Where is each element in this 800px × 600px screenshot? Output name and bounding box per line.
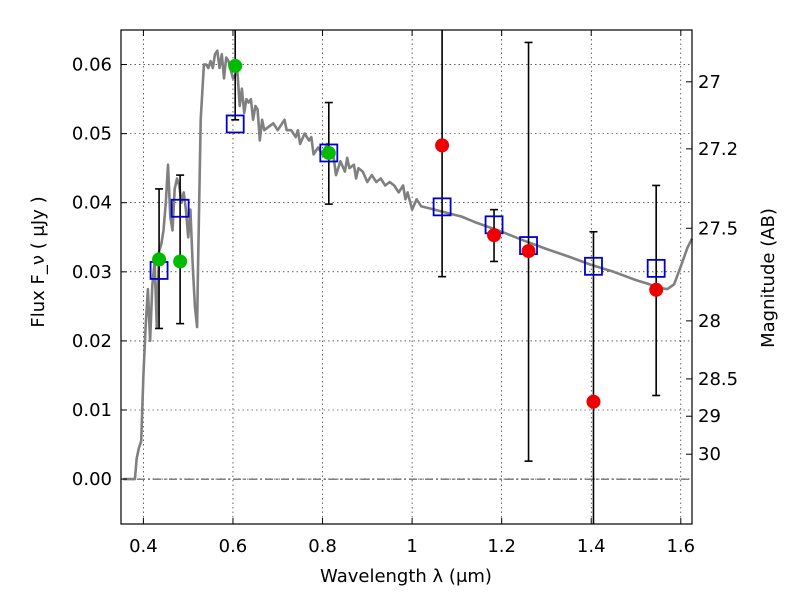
magnitude-tick-label: 30 [698,444,721,465]
y-tick-label: 0.03 [72,262,112,283]
magnitude-tick-label: 28 [698,311,721,332]
model-flux-square-marker [646,258,666,278]
model-spectrum-line [123,49,694,481]
model-flux-square-marker [225,114,245,134]
magnitude-tick-label: 27 [698,72,721,93]
magnitude-tick-label: 28.5 [698,369,738,390]
plot-area [123,30,694,524]
y-axis-label: Flux F_ν ( μJy ) [28,196,49,327]
x-axis-label: Wavelength λ (μm) [320,566,492,587]
magnitude-tick-label: 29 [698,406,721,427]
model-flux-square-marker [170,198,190,218]
x-tick-label: 1.4 [577,536,606,557]
x-tick-label: 1 [406,536,417,557]
y-tick-label: 0.05 [72,124,112,145]
axis-ticks [121,30,692,524]
x-tick-label: 1.6 [666,536,695,557]
observed-flux-marker-red [649,282,664,297]
model-flux-square-marker [584,256,603,276]
y-tick-labels: 0.00 0.01 0.02 0.03 0.04 0.05 0.06 [72,55,112,491]
y-tick-label: 0.02 [72,331,112,352]
observed-flux-marker-green [173,254,188,269]
magnitude-tick-label: 27.2 [698,139,738,160]
observed-flux-marker-red [586,394,601,409]
y-tick-label: 0.06 [72,55,112,76]
y-tick-label: 0.04 [72,193,112,214]
x-tick-label: 0.6 [219,536,248,557]
plot-frame [120,29,693,525]
observed-flux-marker-green [152,252,167,267]
x-tick-labels: 0.4 0.6 0.8 1 1.2 1.4 1.6 [129,536,695,557]
x-tick-label: 1.2 [487,536,516,557]
y-tick-label: 0.00 [72,469,112,490]
observed-flux-marker-green [321,145,336,160]
model-flux-square-marker [319,143,339,163]
model-flux-square-marker [432,197,452,217]
grid-lines [121,30,692,524]
x-tick-label: 0.4 [129,536,158,557]
observed-flux-marker-red [521,244,536,259]
y-tick-label: 0.01 [72,400,112,421]
observed-flux-marker-red [487,228,502,243]
x-tick-label: 0.8 [308,536,337,557]
magnitude-tick-label: 27.5 [698,218,738,239]
observed-flux-marker-red [435,138,450,153]
magnitude-axis-label: Magnitude (AB) [758,208,779,348]
magnitude-tick-labels: 27 27.2 27.5 28 28.5 29 30 [698,72,738,465]
observed-flux-marker-green [228,58,243,73]
